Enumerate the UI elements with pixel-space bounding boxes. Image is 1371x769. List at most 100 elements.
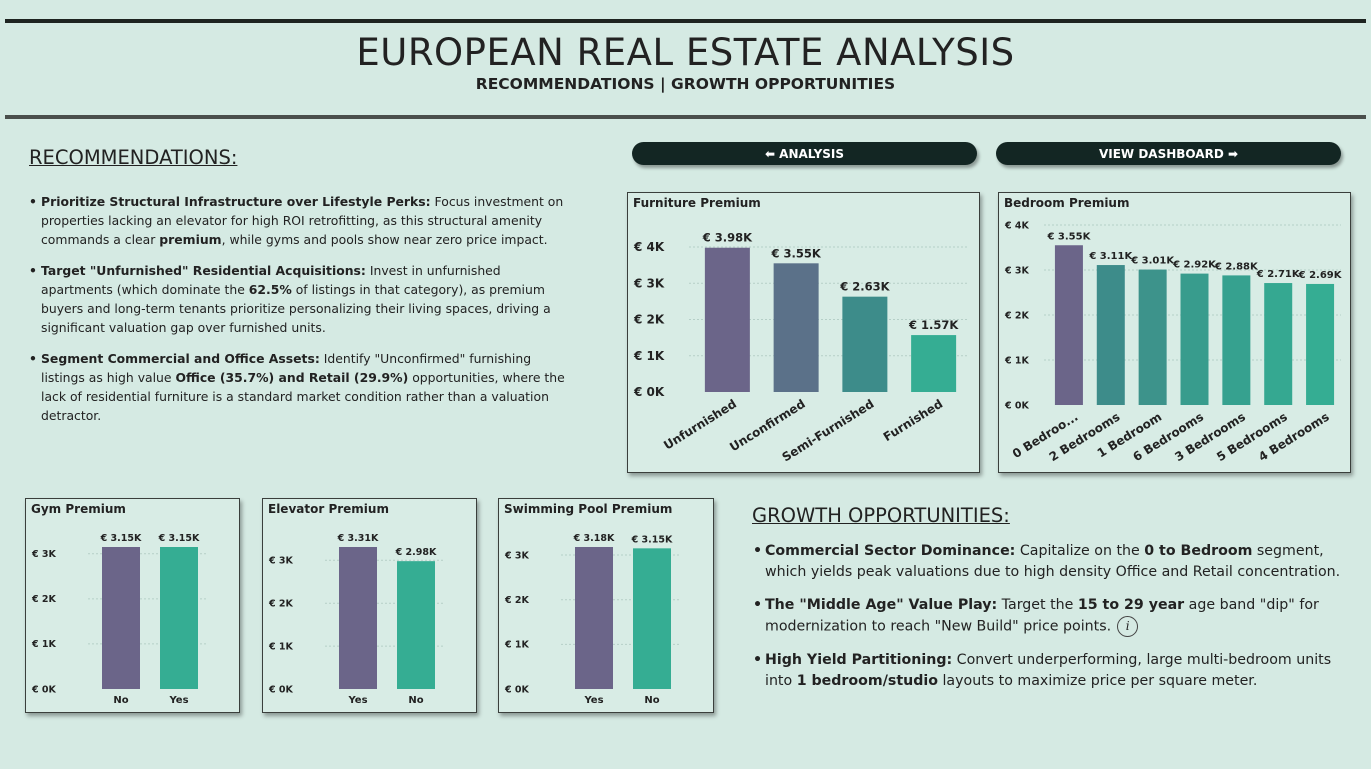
y-tick-label: € 2K xyxy=(633,313,665,327)
bedroom-premium-card: Bedroom Premium € 0K € 1K € 2K € 3K € 4K € 3.… xyxy=(998,192,1351,473)
swimming-pool-premium-card: Swimming Pool Premium € 0K € 1K € 2K € 3K € … xyxy=(498,498,714,713)
recommendation-text: Invest in unfurnished apartments (which … xyxy=(41,263,501,297)
x-tick-label: Yes xyxy=(347,695,367,706)
data-label: € 3.15K xyxy=(158,533,200,544)
y-tick-label: € 0K xyxy=(31,684,57,695)
chart-title: Elevator Premium xyxy=(268,502,389,516)
growth-emphasis: 1 bedroom/studio xyxy=(796,672,938,689)
gym-premium-card: Gym Premium € 0K € 1K € 2K € 3K € 3.15K No € 3… xyxy=(25,498,240,713)
x-tick-label: 3 Bedrooms xyxy=(1172,410,1248,465)
y-tick-label: € 2K xyxy=(268,599,294,610)
info-icon[interactable]: i xyxy=(1117,616,1139,637)
y-tick-label: € 0K xyxy=(1004,400,1030,411)
recommendation-emphasis: Office (35.7%) and Retail (29.9%) xyxy=(175,370,409,385)
growth-heading: The "Middle Age" Value Play: xyxy=(765,597,998,613)
furniture-premium-card: Furniture Premium € 0K € 1K € 2K € 3K € 4K € … xyxy=(627,192,980,473)
x-tick-label: Yes xyxy=(168,695,188,706)
data-label: € 2.88K xyxy=(1214,261,1259,272)
swimming-pool-premium-chart: € 0K € 1K € 2K € 3K € 3.18K Yes € 3.15K No xyxy=(504,533,681,706)
recommendations-list: Prioritize Structural Infrastructure ove… xyxy=(29,192,574,437)
y-tick-label: € 3K xyxy=(504,550,530,561)
analysis-button[interactable]: ⬅ ANALYSIS xyxy=(632,142,977,165)
y-tick-label: € 2K xyxy=(504,595,530,606)
recommendation-text: of listings in that category), as premiu… xyxy=(41,282,551,335)
y-tick-label: € 3K xyxy=(633,276,665,290)
bar xyxy=(704,247,750,392)
y-tick-label: € 3K xyxy=(1004,265,1030,276)
data-label: € 3.01K xyxy=(1130,256,1175,267)
y-tick-label: € 1K xyxy=(268,641,294,652)
x-tick-label: 2 Bedrooms xyxy=(1047,410,1123,465)
growth-item: The "Middle Age" Value Play: Target the … xyxy=(753,595,1353,638)
recommendation-text: opportunities, where the lack of residen… xyxy=(41,370,565,423)
chart-title: Furniture Premium xyxy=(633,196,761,210)
view-dashboard-button[interactable]: VIEW DASHBOARD ➡ xyxy=(996,142,1341,165)
chart-title: Swimming Pool Premium xyxy=(504,502,673,516)
growth-text: Convert underperforming, large multi-bed… xyxy=(765,651,1332,689)
growth-item: Commercial Sector Dominance: Capitalize … xyxy=(753,541,1353,583)
recommendation-text: Focus investment on properties lacking a… xyxy=(41,194,564,247)
y-tick-label: € 1K xyxy=(1004,355,1030,366)
growth-emphasis: 0 to Bedroom xyxy=(1144,543,1253,559)
growth-text: age band "dip" for modernization to reac… xyxy=(765,597,1319,635)
recommendation-heading: Target "Unfurnished" Residential Acquisi… xyxy=(41,263,366,278)
bar xyxy=(1180,273,1209,405)
data-label: € 1.57K xyxy=(908,318,959,332)
recommendation-heading: Prioritize Structural Infrastructure ove… xyxy=(41,194,431,209)
x-tick-label: No xyxy=(644,695,659,706)
data-label: € 2.69K xyxy=(1298,270,1343,281)
recommendation-item: Target "Unfurnished" Residential Acquisi… xyxy=(29,261,574,337)
x-tick-label: 6 Bedrooms xyxy=(1130,410,1206,465)
growth-heading: Commercial Sector Dominance: xyxy=(765,543,1016,559)
y-tick-label: € 3K xyxy=(268,556,294,567)
elevator-premium-card: Elevator Premium € 0K € 1K € 2K € 3K € 3.31K… xyxy=(262,498,477,713)
y-tick-label: € 1K xyxy=(504,640,530,651)
recommendation-heading: Segment Commercial and Office Assets: xyxy=(41,351,320,366)
page-title: EUROPEAN REAL ESTATE ANALYSIS xyxy=(356,31,1015,74)
bar xyxy=(102,547,140,689)
y-tick-label: € 0K xyxy=(633,385,665,399)
y-tick-label: € 1K xyxy=(31,639,57,650)
bar xyxy=(575,547,613,689)
data-label: € 2.63K xyxy=(839,280,890,294)
data-label: € 3.98K xyxy=(702,231,753,245)
bar xyxy=(773,263,819,392)
growth-emphasis: 15 to 29 year xyxy=(1077,597,1185,613)
bar xyxy=(160,547,198,689)
x-tick-label: Furnished xyxy=(881,397,945,444)
x-tick-label: No xyxy=(113,695,128,706)
y-tick-label: € 0K xyxy=(268,684,294,695)
data-label: € 2.92K xyxy=(1172,260,1217,271)
y-tick-label: € 0K xyxy=(504,684,530,695)
data-label: € 3.55K xyxy=(770,246,821,260)
recommendation-text: , while gyms and pools show near zero pr… xyxy=(221,232,548,247)
y-tick-label: € 2K xyxy=(1004,310,1030,321)
x-tick-label: Yes xyxy=(583,695,603,706)
bar xyxy=(1264,283,1293,405)
growth-opportunities-title: GROWTH OPPORTUNITIES: xyxy=(752,504,1010,527)
data-label: € 3.15K xyxy=(100,533,142,544)
elevator-premium-chart: € 0K € 1K € 2K € 3K € 3.31K Yes € 2.98K No xyxy=(268,533,445,706)
chart-title: Gym Premium xyxy=(31,502,126,516)
x-tick-label: No xyxy=(408,695,423,706)
chart-title: Bedroom Premium xyxy=(1004,196,1130,210)
furniture-premium-chart: € 0K€ 1K€ 2K€ 3K€ 4K€ 3.98KUnfurnished€ … xyxy=(633,231,968,464)
recommendation-item: Segment Commercial and Office Assets: Id… xyxy=(29,349,574,425)
data-label: € 2.71K xyxy=(1256,269,1301,280)
recommendation-item: Prioritize Structural Infrastructure ove… xyxy=(29,192,574,249)
y-tick-label: € 2K xyxy=(31,594,57,605)
bar xyxy=(1306,283,1335,405)
recommendation-emphasis: 62.5% xyxy=(248,282,292,297)
gym-premium-chart: € 0K € 1K € 2K € 3K € 3.15K No € 3.15K Yes xyxy=(31,533,208,706)
page-subtitle: RECOMMENDATIONS | GROWTH OPPORTUNITIES xyxy=(475,75,896,93)
growth-list: Commercial Sector Dominance: Capitalize … xyxy=(753,541,1353,704)
growth-heading: High Yield Partitioning: xyxy=(765,651,953,668)
header-bottom-rule xyxy=(5,115,1366,119)
bar xyxy=(842,296,888,392)
recommendation-text: Identify "Unconfirmed" furnishing listin… xyxy=(41,351,532,385)
data-label: € 3.15K xyxy=(631,534,673,545)
y-tick-label: € 4K xyxy=(1004,220,1030,231)
x-tick-label: 4 Bedrooms xyxy=(1256,410,1332,465)
recommendation-emphasis: premium xyxy=(159,232,222,247)
